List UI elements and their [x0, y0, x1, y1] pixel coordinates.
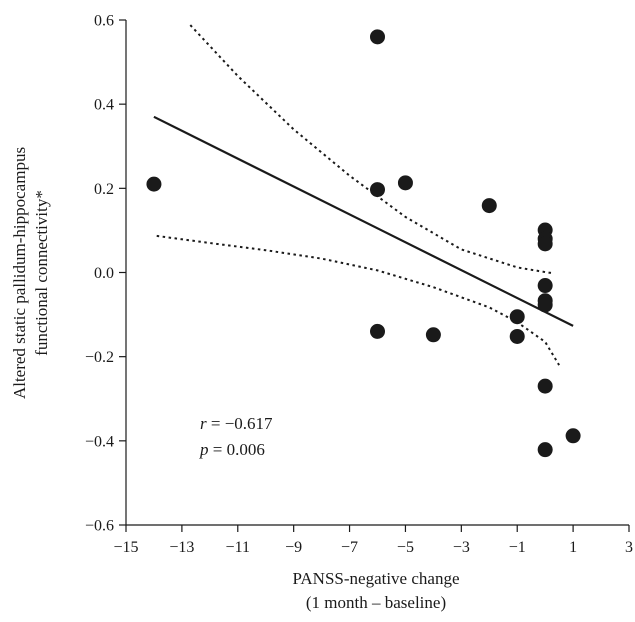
y-tick-label: −0.2 — [85, 349, 114, 366]
p-symbol: p — [199, 440, 209, 459]
x-tick-label: −7 — [341, 539, 358, 556]
confidence-bands — [156, 24, 560, 366]
y-tick-label: 0.6 — [94, 13, 114, 30]
regression-line — [153, 115, 574, 327]
data-point — [481, 198, 497, 214]
r-annotation: r = −0.617 — [200, 414, 273, 433]
r-value: = −0.617 — [207, 414, 273, 433]
data-point — [370, 29, 385, 45]
data-point — [425, 327, 441, 343]
data-point — [509, 309, 525, 325]
p-annotation: p = 0.006 — [199, 440, 265, 459]
x-tick-label: −15 — [113, 539, 138, 556]
x-tick-label: −9 — [285, 539, 302, 556]
axes: −0.6−0.4−0.20.00.20.40.6−15 −13 −11 −9 −7 −5−… — [85, 13, 633, 557]
upper-confidence-band — [189, 24, 554, 275]
data-point — [537, 278, 553, 294]
y-axis-title-line-1: Altered static pallidum-hippocampus — [10, 147, 29, 399]
data-point — [370, 323, 385, 339]
data-point — [509, 328, 525, 344]
x-tick-label: 3 — [625, 539, 633, 556]
x-axis-title-line-2: (1 month – baseline) — [306, 593, 446, 612]
data-point — [537, 236, 553, 252]
data-point — [397, 175, 413, 191]
data-point — [537, 297, 553, 313]
y-tick-label: 0.4 — [94, 97, 114, 114]
data-points — [146, 29, 581, 458]
r-symbol: r — [200, 414, 207, 433]
lower-confidence-band — [156, 234, 560, 366]
y-tick-label: −0.4 — [85, 433, 114, 450]
data-point — [146, 176, 162, 192]
y-tick-label: 0.0 — [94, 265, 114, 282]
y-tick-label: 0.2 — [94, 181, 114, 198]
y-axis-title-line-2: functional connectivity* — [32, 190, 51, 356]
data-point — [370, 182, 385, 198]
x-tick-label: −11 — [226, 539, 250, 556]
regression-line-group — [153, 115, 574, 327]
data-point — [565, 428, 581, 444]
x-tick-label: −3 — [453, 539, 470, 556]
data-point — [537, 442, 553, 458]
x-tick-label: −13 — [169, 539, 194, 556]
x-axis-title-line-1: PANSS-negative change — [293, 569, 460, 588]
p-value: = 0.006 — [209, 440, 265, 459]
x-tick-label: −1 — [509, 539, 526, 556]
y-axis-title: Altered static pallidum-hippocampus func… — [10, 147, 51, 399]
x-tick-label: −5 — [397, 539, 414, 556]
y-tick-label: −0.6 — [85, 518, 114, 535]
x-tick-label: 1 — [569, 539, 577, 556]
data-point — [537, 378, 553, 394]
